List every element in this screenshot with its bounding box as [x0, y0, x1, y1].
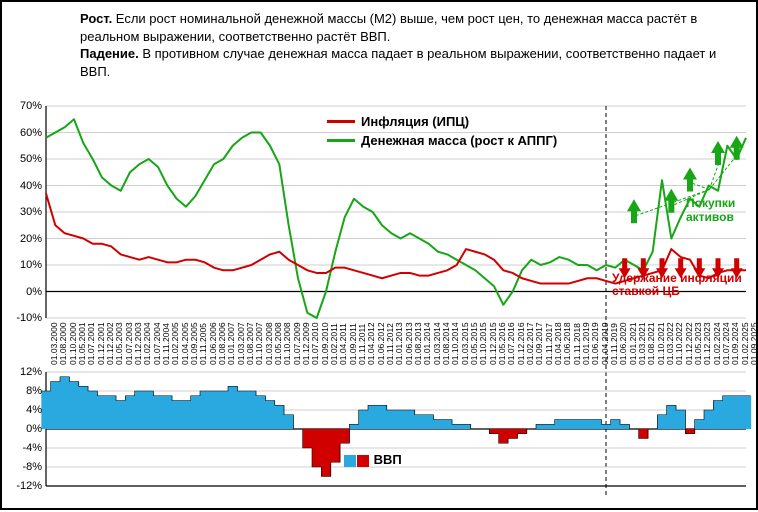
x-tick-label: 01.07.2001 [86, 322, 96, 365]
y2-tick-label: -4% [8, 442, 42, 454]
x-tick-label: 01.11.2005 [198, 323, 208, 365]
y-tick-label: 20% [8, 233, 42, 245]
gdp-legend: ВВП [344, 452, 402, 467]
legend-inflation: Инфляция (ИПЦ) [327, 114, 557, 129]
x-tick-label: 01.04.2011 [338, 323, 348, 365]
x-tick-label: 01.07.2016 [506, 322, 516, 365]
annotation-buy-assets: Покупки активов [686, 196, 752, 224]
legend-money-swatch [327, 139, 355, 142]
x-tick-label: 01.01.2014 [422, 322, 432, 365]
y-tick-label: 50% [8, 153, 42, 165]
x-tick-label: 01.02.2004 [142, 322, 152, 365]
x-tick-label: 01.05.2003 [114, 322, 124, 365]
y-tick-label: 40% [8, 180, 42, 192]
x-tick-label: 01.09.2024 [730, 322, 740, 365]
gdp-legend-label: ВВП [374, 452, 402, 467]
y-tick-label: 30% [8, 206, 42, 218]
x-tick-label: 01.10.2008 [282, 322, 292, 365]
x-tick-label: 01.02.2005 [170, 322, 180, 365]
x-tick-label: 01.06.2020 [618, 322, 628, 365]
series-legend: Инфляция (ИПЦ) Денежная масса (рост к АП… [327, 114, 557, 152]
y-tick-label: 70% [8, 100, 42, 112]
y2-tick-label: 0% [8, 423, 42, 435]
x-tick-label: 01.09.2025 [749, 322, 758, 365]
y2-tick-label: 12% [8, 366, 42, 378]
legend-money: Денежная масса (рост к АППГ) [327, 133, 557, 148]
x-tick-label: 01.10.2022 [674, 322, 684, 365]
legend-inflation-swatch [327, 120, 355, 123]
x-tick-label: 01.10.2014 [450, 322, 460, 365]
y2-tick-label: -8% [8, 461, 42, 473]
x-tick-label: 01.04.2012 [366, 322, 376, 365]
gdp-legend-box-neg [357, 455, 369, 467]
annotation-hold-inflation: Удержание инфляции ставкой ЦБ [612, 272, 752, 298]
x-tick-label: 01.10.2015 [478, 322, 488, 365]
legend-inflation-label: Инфляция (ИПЦ) [361, 114, 469, 129]
x-tick-label: 01.01.2013 [394, 322, 404, 365]
y-tick-label: 0% [8, 286, 42, 298]
y2-tick-label: -12% [8, 480, 42, 492]
x-tick-label: 01.08.2021 [646, 322, 656, 365]
gdp-legend-box-pos [344, 455, 356, 467]
x-tick-label: 01.06.2019 [590, 322, 600, 365]
x-tick-label: 01.12.2023 [702, 322, 712, 365]
x-tick-label: 01.09.2017 [534, 322, 544, 365]
chart-frame: Рост. Если рост номинальной денежной мас… [0, 0, 758, 510]
x-tick-label: 01.08.2000 [58, 322, 68, 365]
legend-money-label: Денежная масса (рост к АППГ) [361, 133, 557, 148]
x-tick-label: 01.07.2010 [310, 322, 320, 365]
y2-tick-label: 8% [8, 385, 42, 397]
y2-tick-label: 4% [8, 404, 42, 416]
x-tick-label: 01.06.2018 [562, 322, 572, 365]
y-tick-label: 60% [8, 127, 42, 139]
x-tick-label: 01.10.2007 [254, 322, 264, 365]
x-tick-label: 01.01.2007 [226, 322, 236, 365]
upper-chart [2, 2, 758, 512]
y-tick-label: 10% [8, 259, 42, 271]
y-tick-label: -10% [8, 312, 42, 324]
